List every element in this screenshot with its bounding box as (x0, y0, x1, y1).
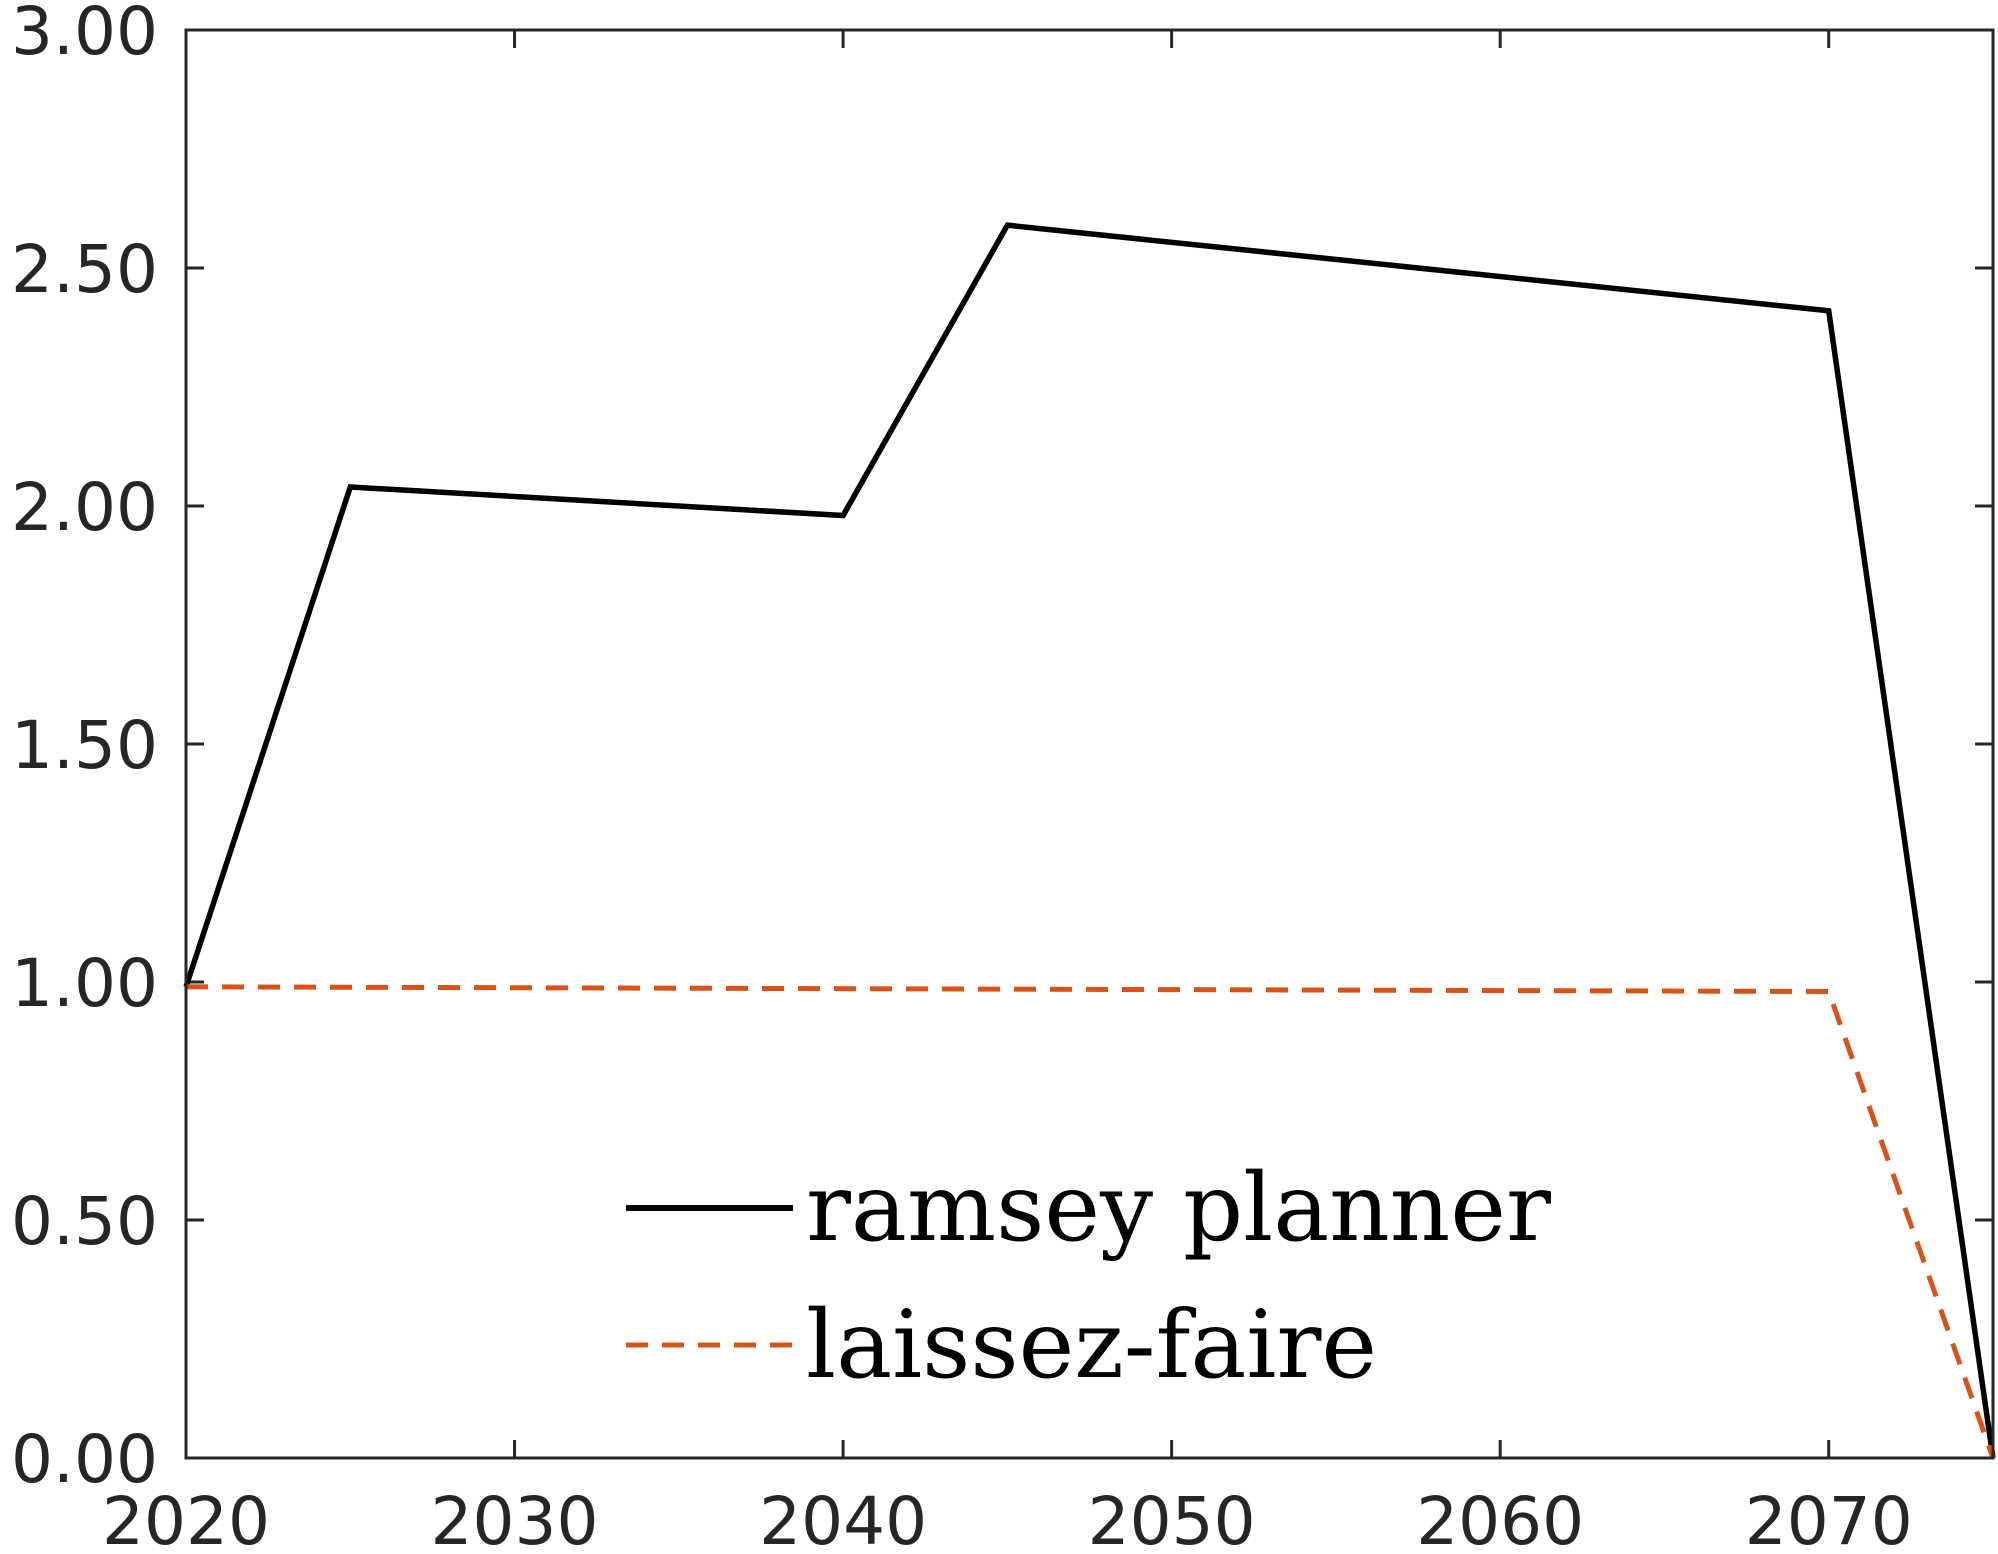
y-tick-label-6: 3.00 (11, 0, 158, 70)
series-line-laissez-faire (185, 984, 1996, 1459)
legend-label-laissez-faire: laissez-faire (806, 1291, 1377, 1400)
legend: ramsey planner laissez-faire (626, 1154, 1551, 1400)
y-tick-label-5: 2.50 (11, 231, 158, 308)
plot-area (186, 30, 1993, 1458)
series-lines (183, 222, 1996, 1459)
x-tick-label-3: 2050 (1088, 1483, 1256, 1554)
y-tick-label-1: 0.50 (11, 1183, 158, 1260)
y-tick-label-4: 2.00 (11, 469, 158, 546)
x-tick-label-4: 2060 (1416, 1483, 1584, 1554)
x-tick-label-5: 2070 (1745, 1483, 1913, 1554)
y-tick-label-0: 0.00 (11, 1421, 158, 1498)
legend-label-ramsey-planner: ramsey planner (806, 1154, 1551, 1263)
y-tick-label-2: 1.00 (11, 945, 158, 1022)
y-tick-label-3: 1.50 (11, 707, 158, 784)
x-tick-label-2: 2040 (759, 1483, 927, 1554)
y-tick-labels: 0.00 0.50 1.00 1.50 2.00 2.50 3.00 (11, 0, 158, 1498)
x-tick-label-1: 2030 (431, 1483, 599, 1554)
series-line-ramsey-planner (183, 222, 1996, 1459)
plot-frame (184, 28, 1995, 1460)
x-tick-label-0: 2020 (102, 1483, 270, 1554)
x-tick-labels: 2020 2030 2040 2050 2060 2070 (102, 1483, 1913, 1554)
